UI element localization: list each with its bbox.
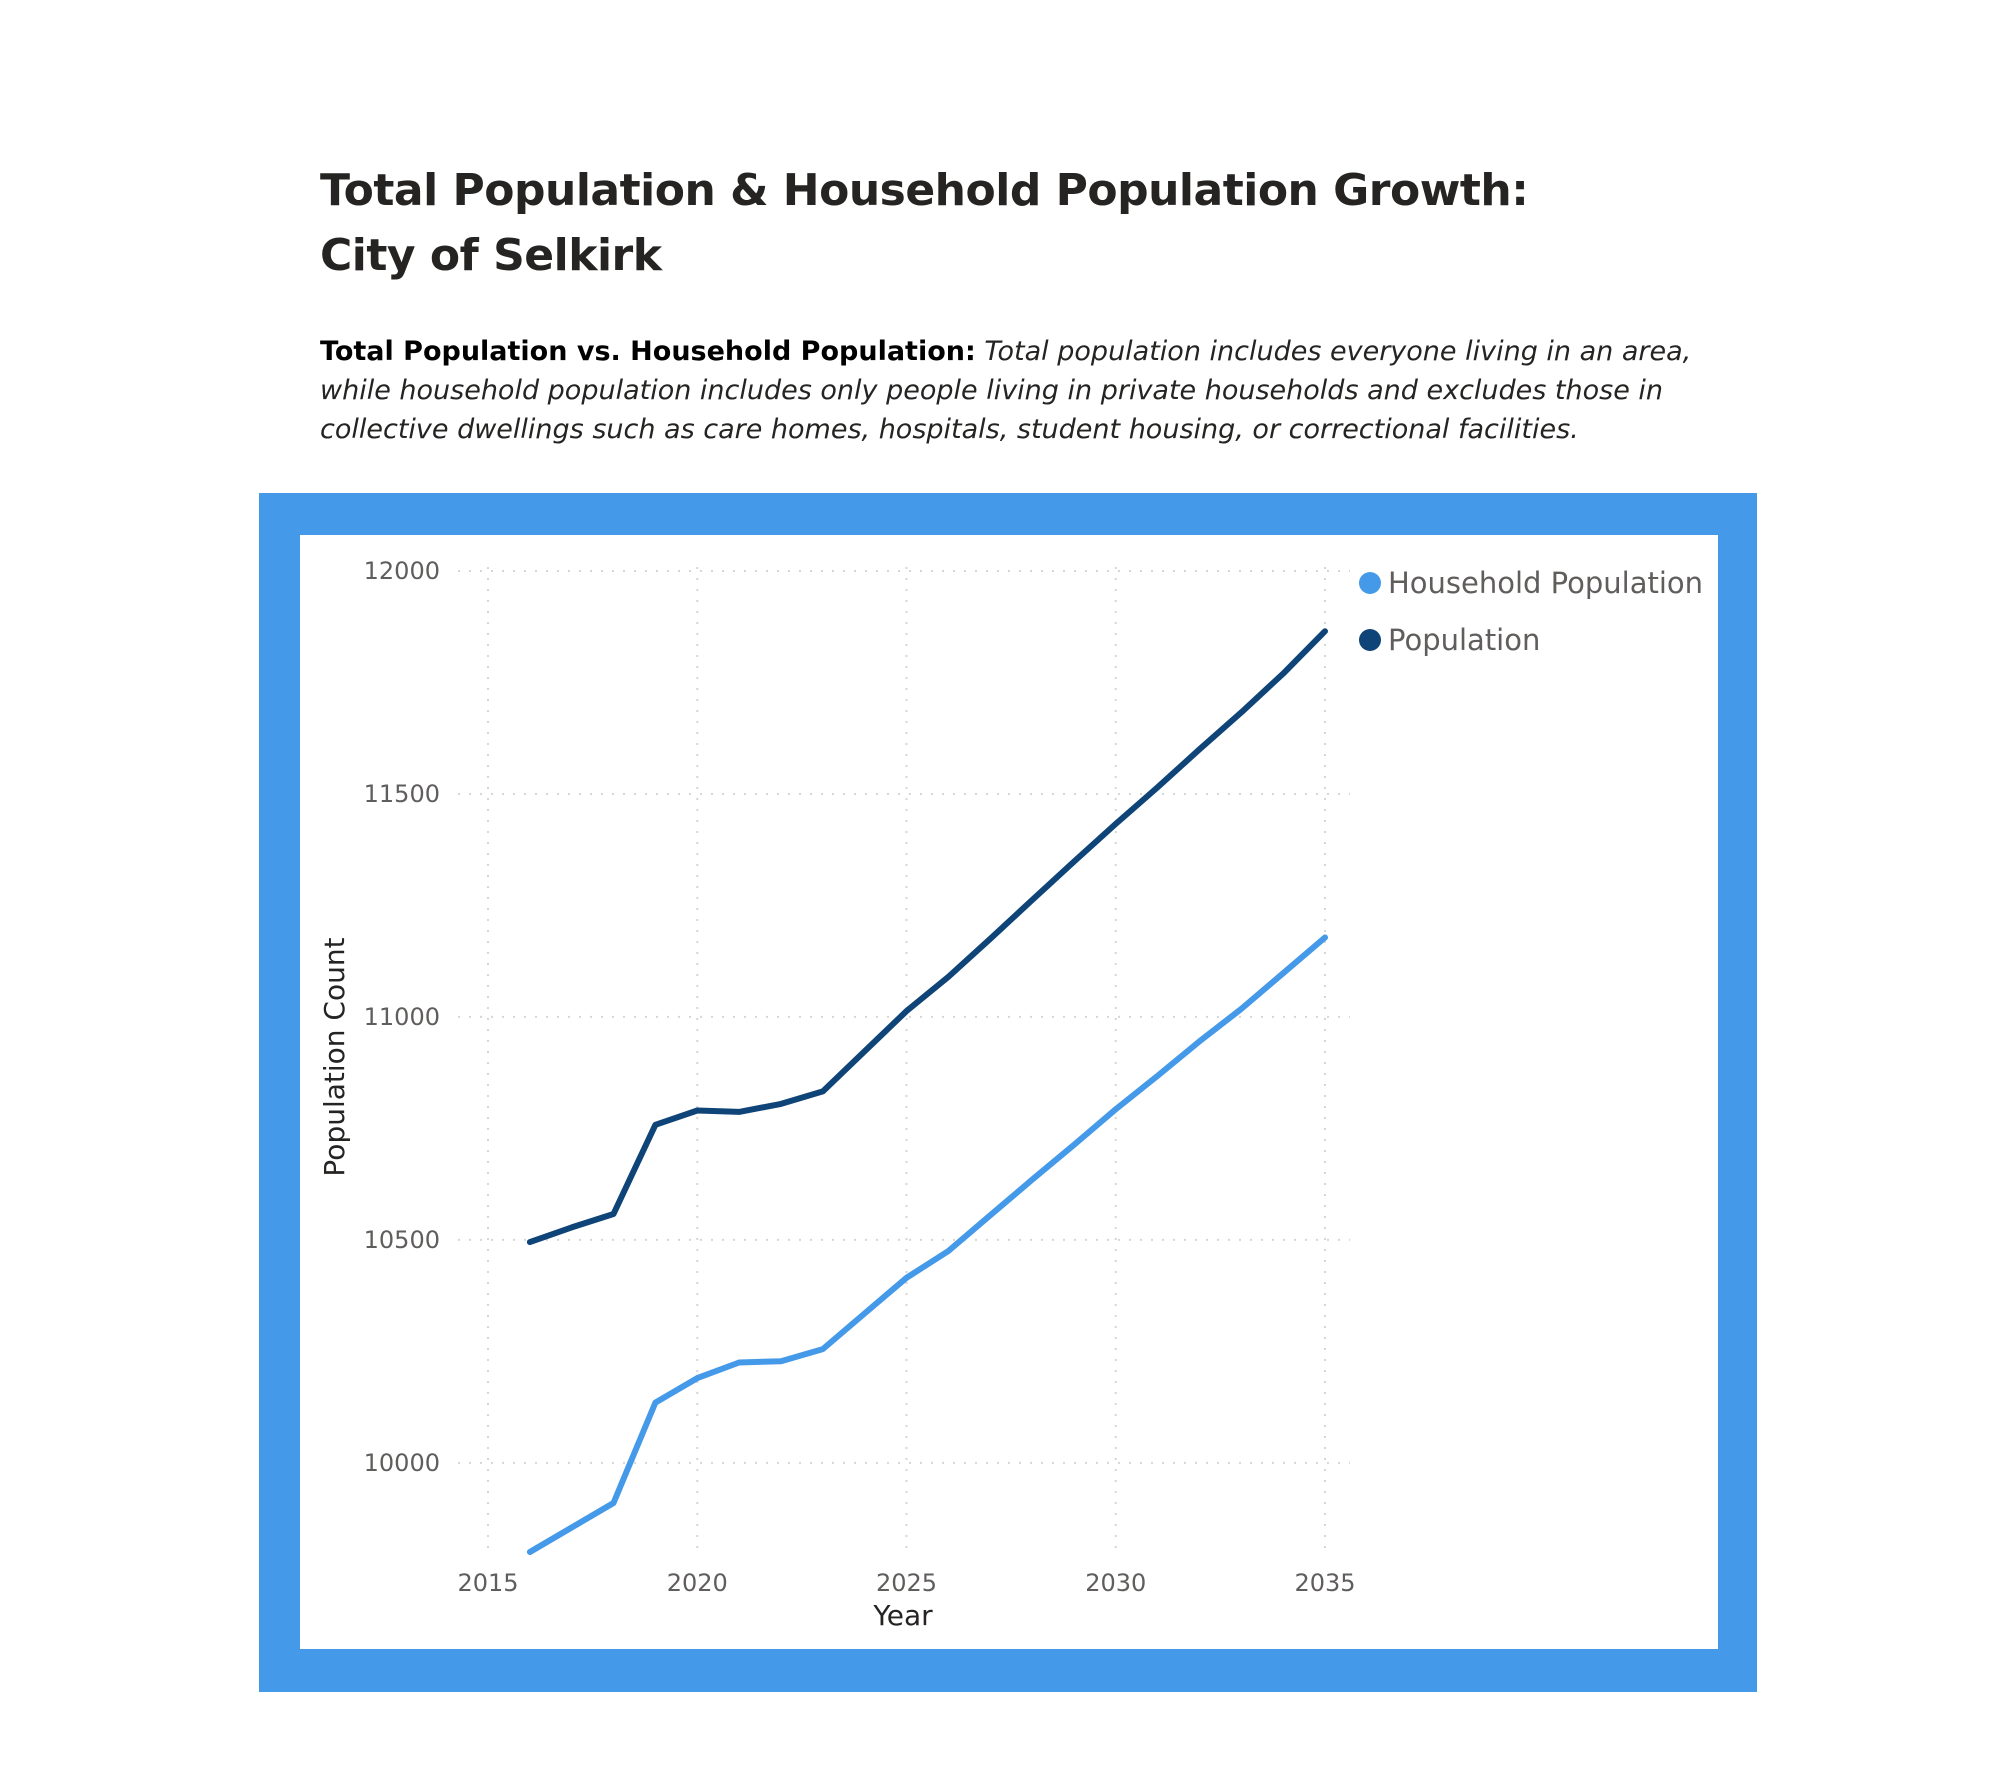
description-lead: Total Population vs. Household Populatio… bbox=[320, 336, 976, 367]
y-tick-label: 11500 bbox=[364, 780, 440, 808]
series-line-population bbox=[526, 628, 1328, 1246]
page-title-line-2: City of Selkirk bbox=[320, 230, 662, 281]
legend-marker bbox=[1359, 629, 1381, 651]
series-lines bbox=[526, 628, 1328, 1555]
description: Total Population vs. Household Populatio… bbox=[320, 332, 1720, 449]
y-tick-label: 12000 bbox=[364, 557, 440, 585]
page-title: Total Population & Household Population … bbox=[320, 158, 1720, 288]
gridlines bbox=[458, 567, 1350, 1556]
y-tick-label: 11000 bbox=[364, 1003, 440, 1031]
x-axis-title: Year bbox=[872, 1599, 933, 1632]
series-line-household-population bbox=[526, 934, 1328, 1555]
x-tick-label: 2025 bbox=[876, 1569, 937, 1597]
description-body: Total population includes everyone livin… bbox=[320, 336, 1692, 445]
legend: Household Population Population bbox=[1359, 566, 1703, 657]
x-tick-label: 2020 bbox=[667, 1569, 728, 1597]
y-tick-label: 10500 bbox=[364, 1226, 440, 1254]
y-axis-title: Population Count bbox=[318, 937, 351, 1176]
page-title-line-1: Total Population & Household Population … bbox=[320, 165, 1529, 216]
axis-ticks: 10000 10500 11000 11500 12000 2015 2020 2025 203… bbox=[364, 557, 1356, 1597]
legend-marker bbox=[1359, 572, 1381, 594]
y-tick-label: 10000 bbox=[364, 1449, 440, 1477]
legend-label: Household Population bbox=[1388, 566, 1703, 600]
legend-label: Population bbox=[1388, 623, 1540, 657]
x-tick-label: 2015 bbox=[457, 1569, 518, 1597]
x-tick-label: 2030 bbox=[1085, 1569, 1146, 1597]
x-tick-label: 2035 bbox=[1294, 1569, 1355, 1597]
